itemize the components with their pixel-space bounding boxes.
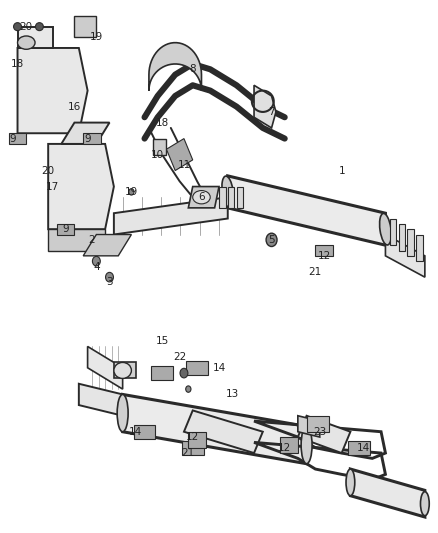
Polygon shape bbox=[123, 394, 307, 464]
Ellipse shape bbox=[92, 256, 100, 266]
Ellipse shape bbox=[129, 189, 134, 195]
Polygon shape bbox=[348, 441, 370, 455]
Polygon shape bbox=[399, 224, 405, 251]
Polygon shape bbox=[188, 432, 206, 448]
Polygon shape bbox=[114, 197, 228, 235]
Polygon shape bbox=[74, 16, 96, 37]
Ellipse shape bbox=[14, 23, 21, 31]
Polygon shape bbox=[385, 235, 425, 277]
Text: 14: 14 bbox=[129, 427, 142, 437]
Text: 23: 23 bbox=[313, 427, 326, 437]
Polygon shape bbox=[79, 384, 123, 416]
Text: 3: 3 bbox=[106, 278, 113, 287]
Text: 10: 10 bbox=[151, 150, 164, 159]
Ellipse shape bbox=[193, 190, 210, 204]
Text: 9: 9 bbox=[84, 134, 91, 143]
Ellipse shape bbox=[266, 233, 277, 247]
Polygon shape bbox=[407, 229, 414, 256]
Polygon shape bbox=[184, 410, 263, 453]
Text: 16: 16 bbox=[68, 102, 81, 111]
Polygon shape bbox=[307, 416, 328, 432]
Polygon shape bbox=[166, 139, 193, 171]
Text: 14: 14 bbox=[357, 443, 370, 453]
Text: 19: 19 bbox=[125, 187, 138, 197]
Text: 2: 2 bbox=[88, 235, 95, 245]
Polygon shape bbox=[153, 139, 166, 155]
Polygon shape bbox=[315, 245, 333, 256]
Text: 19: 19 bbox=[90, 33, 103, 42]
Ellipse shape bbox=[186, 386, 191, 392]
Polygon shape bbox=[9, 133, 26, 144]
Text: 21: 21 bbox=[309, 267, 322, 277]
Ellipse shape bbox=[222, 176, 233, 208]
Text: 12: 12 bbox=[278, 443, 291, 453]
Text: 12: 12 bbox=[318, 251, 331, 261]
Polygon shape bbox=[228, 176, 385, 245]
Text: 5: 5 bbox=[268, 235, 275, 245]
Polygon shape bbox=[186, 361, 208, 375]
Text: 15: 15 bbox=[155, 336, 169, 346]
Polygon shape bbox=[219, 187, 226, 208]
Text: 1: 1 bbox=[338, 166, 345, 175]
Polygon shape bbox=[416, 235, 423, 261]
Text: 20: 20 bbox=[42, 166, 55, 175]
Text: 12: 12 bbox=[186, 432, 199, 442]
Ellipse shape bbox=[301, 426, 312, 464]
Text: 18: 18 bbox=[11, 59, 24, 69]
Polygon shape bbox=[57, 224, 74, 235]
Text: 20: 20 bbox=[20, 22, 33, 31]
Polygon shape bbox=[48, 144, 114, 229]
Polygon shape bbox=[390, 219, 396, 245]
Polygon shape bbox=[83, 235, 131, 256]
Text: 6: 6 bbox=[198, 192, 205, 202]
Text: 13: 13 bbox=[226, 390, 239, 399]
Ellipse shape bbox=[114, 362, 131, 378]
Ellipse shape bbox=[117, 394, 128, 432]
Polygon shape bbox=[298, 416, 350, 453]
Text: 14: 14 bbox=[212, 363, 226, 373]
Text: 9: 9 bbox=[10, 134, 17, 143]
Text: 22: 22 bbox=[173, 352, 186, 362]
Text: 7: 7 bbox=[268, 107, 275, 117]
Polygon shape bbox=[151, 366, 173, 380]
Text: 11: 11 bbox=[177, 160, 191, 170]
Polygon shape bbox=[228, 187, 234, 208]
Polygon shape bbox=[280, 437, 298, 453]
Text: 8: 8 bbox=[189, 64, 196, 74]
Text: 4: 4 bbox=[93, 262, 100, 271]
Ellipse shape bbox=[420, 491, 429, 516]
Ellipse shape bbox=[106, 272, 113, 282]
Polygon shape bbox=[182, 441, 204, 455]
Text: 21: 21 bbox=[182, 448, 195, 458]
Polygon shape bbox=[88, 346, 123, 389]
Ellipse shape bbox=[346, 469, 355, 496]
Polygon shape bbox=[350, 469, 425, 517]
Polygon shape bbox=[254, 85, 276, 128]
Polygon shape bbox=[237, 187, 243, 208]
Polygon shape bbox=[134, 425, 155, 439]
Polygon shape bbox=[48, 229, 105, 251]
Polygon shape bbox=[149, 43, 201, 91]
Text: 18: 18 bbox=[155, 118, 169, 127]
Polygon shape bbox=[83, 133, 101, 144]
Ellipse shape bbox=[180, 368, 188, 378]
Polygon shape bbox=[298, 416, 320, 437]
Ellipse shape bbox=[35, 23, 43, 31]
Polygon shape bbox=[61, 123, 110, 144]
Polygon shape bbox=[114, 362, 136, 378]
Ellipse shape bbox=[18, 36, 35, 50]
Polygon shape bbox=[18, 48, 88, 133]
Ellipse shape bbox=[380, 213, 391, 245]
Polygon shape bbox=[188, 187, 219, 208]
Text: 17: 17 bbox=[46, 182, 59, 191]
Text: 9: 9 bbox=[62, 224, 69, 234]
Polygon shape bbox=[18, 27, 53, 48]
